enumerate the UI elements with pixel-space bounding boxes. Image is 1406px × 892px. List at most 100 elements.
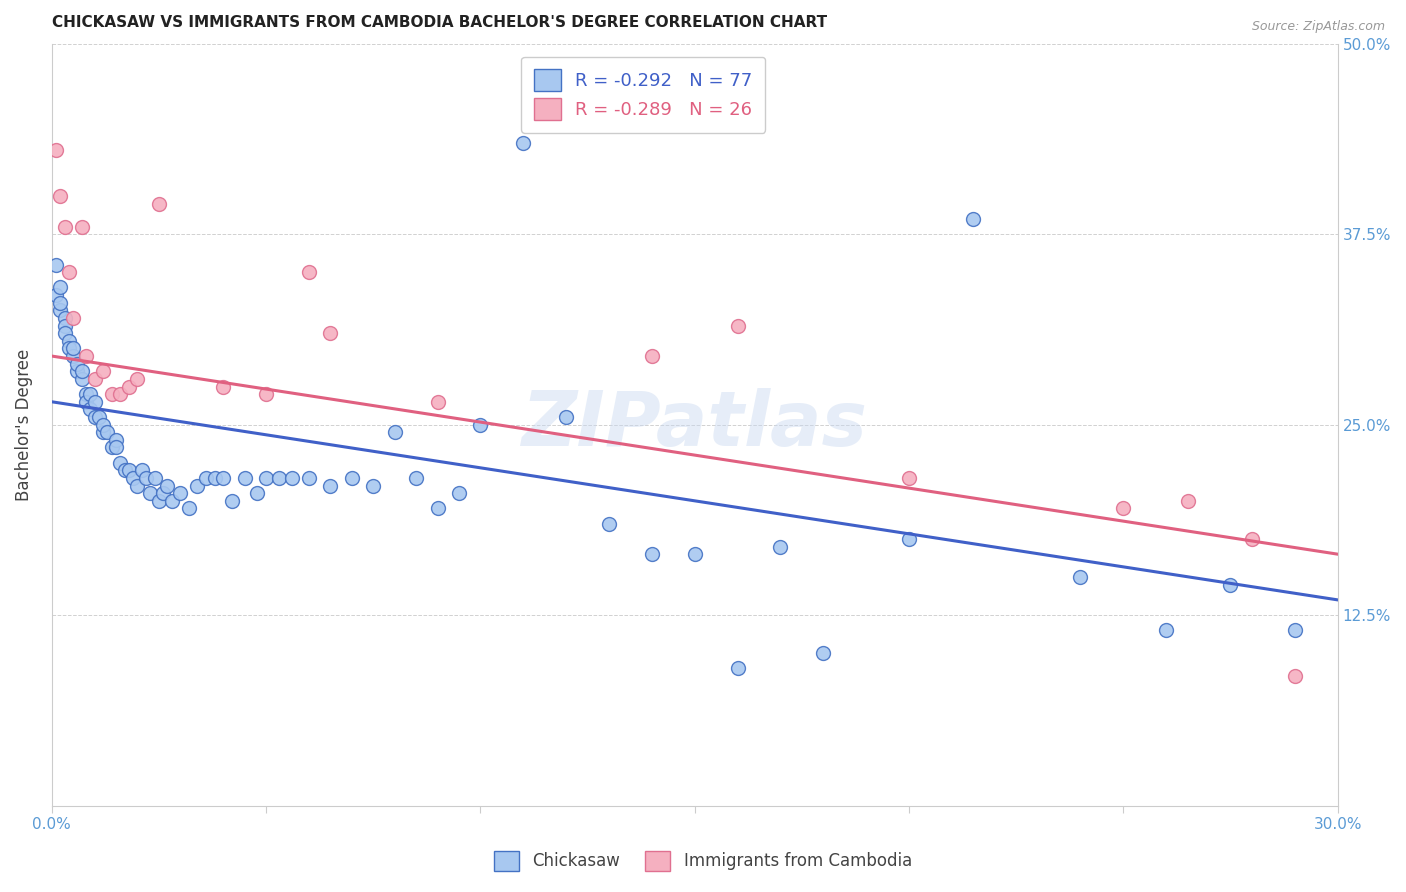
Point bbox=[340, 471, 363, 485]
Point bbox=[100, 441, 122, 455]
Point bbox=[45, 144, 67, 158]
Point bbox=[405, 471, 427, 485]
Point bbox=[58, 342, 80, 356]
Point bbox=[233, 471, 256, 485]
Legend: Chickasaw, Immigrants from Cambodia: Chickasaw, Immigrants from Cambodia bbox=[485, 842, 921, 880]
Point bbox=[254, 471, 277, 485]
Point bbox=[1069, 570, 1091, 584]
Point bbox=[70, 372, 93, 386]
Point bbox=[45, 288, 67, 302]
Point bbox=[139, 486, 162, 500]
Point bbox=[75, 394, 97, 409]
Point bbox=[83, 372, 105, 386]
Point bbox=[1240, 532, 1263, 546]
Point bbox=[221, 493, 243, 508]
Point bbox=[105, 433, 128, 447]
Point bbox=[683, 547, 706, 561]
Point bbox=[58, 334, 80, 348]
Point bbox=[49, 303, 72, 318]
Point bbox=[160, 493, 183, 508]
Point bbox=[769, 540, 792, 554]
Text: CHICKASAW VS IMMIGRANTS FROM CAMBODIA BACHELOR'S DEGREE CORRELATION CHART: CHICKASAW VS IMMIGRANTS FROM CAMBODIA BA… bbox=[52, 15, 827, 30]
Point bbox=[62, 310, 84, 325]
Point bbox=[148, 493, 170, 508]
Point bbox=[426, 501, 449, 516]
Point bbox=[75, 387, 97, 401]
Point bbox=[195, 471, 218, 485]
Point bbox=[70, 219, 93, 234]
Point bbox=[156, 478, 179, 492]
Point bbox=[83, 394, 105, 409]
Point bbox=[143, 471, 166, 485]
Point bbox=[127, 372, 149, 386]
Point bbox=[148, 196, 170, 211]
Point bbox=[169, 486, 191, 500]
Text: Source: ZipAtlas.com: Source: ZipAtlas.com bbox=[1251, 20, 1385, 33]
Point bbox=[110, 456, 132, 470]
Point bbox=[898, 471, 921, 485]
Point bbox=[70, 364, 93, 378]
Point bbox=[1112, 501, 1135, 516]
Point bbox=[49, 189, 72, 203]
Point bbox=[49, 295, 72, 310]
Point bbox=[512, 136, 534, 150]
Point bbox=[66, 364, 89, 378]
Point bbox=[246, 486, 269, 500]
Point bbox=[727, 318, 749, 333]
Point bbox=[131, 463, 153, 477]
Point bbox=[62, 342, 84, 356]
Point bbox=[641, 349, 664, 363]
Point bbox=[267, 471, 290, 485]
Point bbox=[298, 471, 321, 485]
Point bbox=[58, 265, 80, 279]
Point bbox=[62, 349, 84, 363]
Point bbox=[212, 379, 235, 393]
Point bbox=[898, 532, 921, 546]
Point bbox=[118, 379, 141, 393]
Point bbox=[53, 318, 76, 333]
Point bbox=[110, 387, 132, 401]
Point bbox=[186, 478, 208, 492]
Point bbox=[281, 471, 304, 485]
Point bbox=[79, 402, 101, 417]
Point bbox=[361, 478, 384, 492]
Point bbox=[204, 471, 226, 485]
Point bbox=[426, 394, 449, 409]
Point bbox=[1154, 624, 1177, 638]
Point bbox=[555, 410, 578, 425]
Point bbox=[66, 357, 89, 371]
Point bbox=[470, 417, 492, 432]
Point bbox=[49, 280, 72, 294]
Point bbox=[91, 425, 114, 440]
Point bbox=[91, 364, 114, 378]
Point bbox=[727, 661, 749, 675]
Point bbox=[118, 463, 141, 477]
Point bbox=[127, 478, 149, 492]
Legend: R = -0.292   N = 77, R = -0.289   N = 26: R = -0.292 N = 77, R = -0.289 N = 26 bbox=[522, 56, 765, 133]
Point bbox=[1219, 577, 1241, 591]
Point bbox=[1177, 493, 1199, 508]
Point bbox=[298, 265, 321, 279]
Point bbox=[53, 219, 76, 234]
Point bbox=[87, 410, 110, 425]
Point bbox=[177, 501, 200, 516]
Point bbox=[114, 463, 136, 477]
Point bbox=[96, 425, 118, 440]
Point bbox=[135, 471, 157, 485]
Point bbox=[83, 410, 105, 425]
Point bbox=[319, 478, 342, 492]
Point bbox=[319, 326, 342, 341]
Point bbox=[813, 646, 835, 660]
Point bbox=[122, 471, 145, 485]
Point bbox=[641, 547, 664, 561]
Point bbox=[45, 258, 67, 272]
Point bbox=[962, 211, 984, 226]
Point bbox=[384, 425, 406, 440]
Point bbox=[1284, 624, 1306, 638]
Point bbox=[91, 417, 114, 432]
Point bbox=[1284, 669, 1306, 683]
Point bbox=[79, 387, 101, 401]
Point bbox=[75, 349, 97, 363]
Point bbox=[53, 326, 76, 341]
Point bbox=[100, 387, 122, 401]
